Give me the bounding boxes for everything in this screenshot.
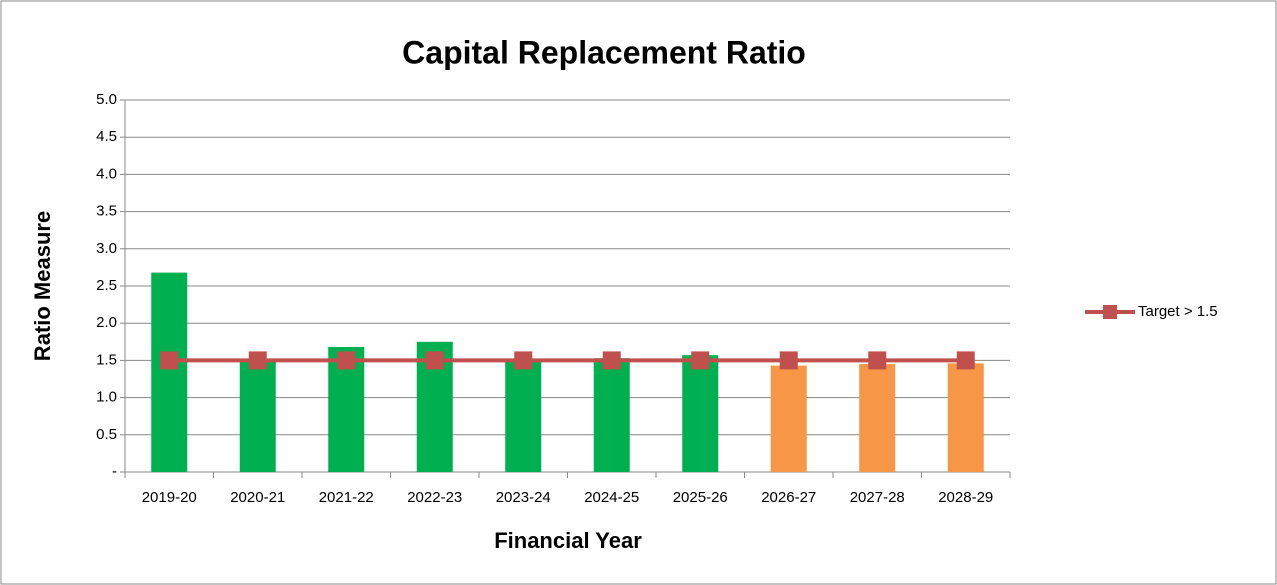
y-axis-title: Ratio Measure — [30, 211, 55, 361]
x-axis-title: Financial Year — [494, 528, 642, 553]
y-tick-label: 3.0 — [96, 240, 117, 257]
x-tick-label: 2028-29 — [938, 489, 993, 506]
line-marker — [956, 351, 975, 370]
y-tick-label: 5.0 — [96, 91, 117, 108]
legend-label: Target > 1.5 — [1138, 303, 1218, 320]
x-tick-label: 2025-26 — [673, 489, 728, 506]
bar — [505, 358, 542, 472]
x-tick-label: 2019-20 — [142, 489, 197, 506]
x-tick-label: 2024-25 — [584, 489, 639, 506]
x-tick-label: 2027-28 — [850, 489, 905, 506]
y-tick-label: 3.5 — [96, 203, 117, 220]
bar — [682, 355, 719, 472]
line-marker — [425, 351, 444, 370]
line-marker — [337, 351, 356, 370]
y-tick-label: 2.0 — [96, 314, 117, 331]
bar — [770, 365, 807, 472]
line-marker — [248, 351, 267, 370]
y-tick-label: 4.0 — [96, 165, 117, 182]
x-tick-label: 2022-23 — [407, 489, 462, 506]
line-marker — [160, 351, 179, 370]
y-tick-label: 1.5 — [96, 351, 117, 368]
chart-title: Capital Replacement Ratio — [402, 34, 806, 70]
line-marker — [868, 351, 887, 370]
x-tick-label: 2020-21 — [230, 489, 285, 506]
bar — [151, 272, 188, 472]
y-tick-label: 1.0 — [96, 389, 117, 406]
x-tick-label: 2021-22 — [319, 489, 374, 506]
line-marker — [602, 351, 621, 370]
y-tick-label: 0.5 — [96, 426, 117, 443]
x-tick-label: 2023-24 — [496, 489, 551, 506]
line-marker — [514, 351, 533, 370]
bar — [859, 364, 896, 472]
bar — [593, 358, 630, 472]
x-tick-label: 2026-27 — [761, 489, 816, 506]
legend-marker — [1103, 305, 1117, 319]
bar — [239, 358, 276, 472]
bar — [947, 363, 984, 472]
y-tick-label: - — [112, 463, 117, 480]
y-tick-label: 2.5 — [96, 277, 117, 294]
line-marker — [779, 351, 798, 370]
y-tick-label: 4.5 — [96, 128, 117, 145]
line-marker — [691, 351, 710, 370]
